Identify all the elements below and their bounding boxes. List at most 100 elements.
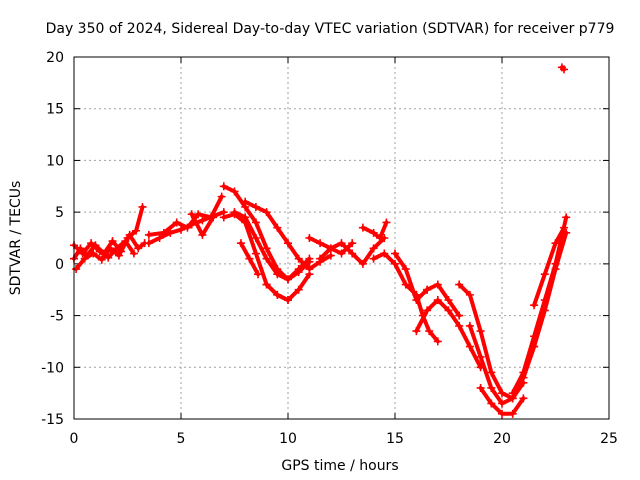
- data-point: [560, 223, 569, 232]
- data-point: [425, 327, 434, 336]
- data-trace-17: [414, 292, 440, 344]
- data-point: [487, 383, 496, 392]
- x-tick-label: 0: [70, 431, 79, 447]
- plot-data: [70, 63, 571, 418]
- data-point: [114, 251, 123, 260]
- x-tick-label: 20: [493, 431, 511, 447]
- data-point: [294, 285, 303, 294]
- data-point: [316, 254, 325, 263]
- chart-title: Day 350 of 2024, Sidereal Day-to-day VTE…: [46, 21, 615, 37]
- data-point: [104, 253, 113, 262]
- data-point: [78, 249, 87, 258]
- data-point: [401, 265, 410, 274]
- data-point: [337, 239, 346, 248]
- data-point: [219, 182, 228, 191]
- data-point: [72, 265, 81, 274]
- data-point: [412, 327, 421, 336]
- data-point: [498, 389, 506, 398]
- data-point: [433, 337, 442, 346]
- data-point: [209, 213, 218, 222]
- data-point: [530, 301, 539, 310]
- data-point: [305, 265, 314, 274]
- data-point: [433, 296, 442, 305]
- data-point: [241, 218, 250, 227]
- data-point: [433, 280, 442, 289]
- data-point: [519, 373, 528, 382]
- data-point: [508, 409, 517, 418]
- data-point: [262, 208, 271, 217]
- data-trace-2: [72, 239, 136, 260]
- data-point: [251, 234, 260, 242]
- y-axis-label: SDTVAR / TECUs: [8, 181, 24, 296]
- data-point: [423, 306, 432, 315]
- data-point: [348, 249, 357, 258]
- data-point: [121, 237, 130, 246]
- data-point: [132, 226, 141, 235]
- data-point: [219, 213, 228, 222]
- data-trace-24: [521, 230, 569, 380]
- data-point: [476, 352, 485, 361]
- data-point: [358, 259, 367, 268]
- data-point: [294, 265, 303, 274]
- data-point: [316, 239, 325, 248]
- data-point: [476, 327, 485, 336]
- y-tick-label: 5: [55, 205, 64, 221]
- data-point: [273, 223, 282, 232]
- data-point: [89, 249, 98, 258]
- data-point: [284, 296, 292, 305]
- data-point: [540, 306, 549, 315]
- data-point: [369, 228, 378, 237]
- data-point: [241, 197, 250, 206]
- data-point: [455, 280, 464, 289]
- data-point: [251, 249, 260, 258]
- data-trace-14: [360, 220, 389, 240]
- data-point: [562, 213, 571, 222]
- data-point: [326, 251, 335, 260]
- x-tick-label: 15: [386, 431, 404, 447]
- data-point: [412, 290, 421, 299]
- data-point: [87, 239, 96, 248]
- data-point: [217, 192, 226, 201]
- data-point: [262, 254, 271, 263]
- data-point: [326, 244, 335, 253]
- data-point: [444, 296, 453, 305]
- data-point: [530, 342, 539, 351]
- data-point: [560, 65, 569, 74]
- data-point: [177, 225, 185, 234]
- data-point: [230, 210, 239, 219]
- data-point: [465, 290, 474, 299]
- data-point: [465, 342, 474, 351]
- data-point: [284, 275, 292, 284]
- data-point: [498, 409, 506, 418]
- data-point: [294, 254, 303, 263]
- data-point: [369, 254, 378, 263]
- data-point: [80, 254, 89, 263]
- data-point: [273, 270, 282, 279]
- data-point: [487, 368, 496, 377]
- data-point: [348, 239, 357, 248]
- data-point: [284, 239, 292, 248]
- data-point: [108, 237, 117, 246]
- data-point: [172, 218, 181, 227]
- data-point: [112, 244, 121, 253]
- data-point: [230, 187, 239, 196]
- data-point: [487, 399, 496, 408]
- x-tick-label: 10: [279, 431, 297, 447]
- data-point: [144, 230, 153, 239]
- data-point: [254, 270, 263, 279]
- y-tick-label: -10: [41, 360, 64, 376]
- plot-frame: [73, 56, 610, 420]
- data-point: [376, 234, 385, 242]
- data-point: [236, 239, 245, 248]
- data-point: [138, 202, 147, 211]
- data-point: [95, 247, 104, 256]
- grid-lines: [74, 57, 609, 419]
- data-point: [382, 218, 391, 227]
- data-point: [519, 394, 528, 403]
- data-point: [551, 239, 560, 248]
- y-tick-label: -5: [50, 309, 64, 325]
- data-point: [251, 218, 260, 227]
- data-point: [391, 259, 399, 268]
- y-tick-label: 15: [46, 102, 64, 118]
- data-point: [134, 244, 143, 253]
